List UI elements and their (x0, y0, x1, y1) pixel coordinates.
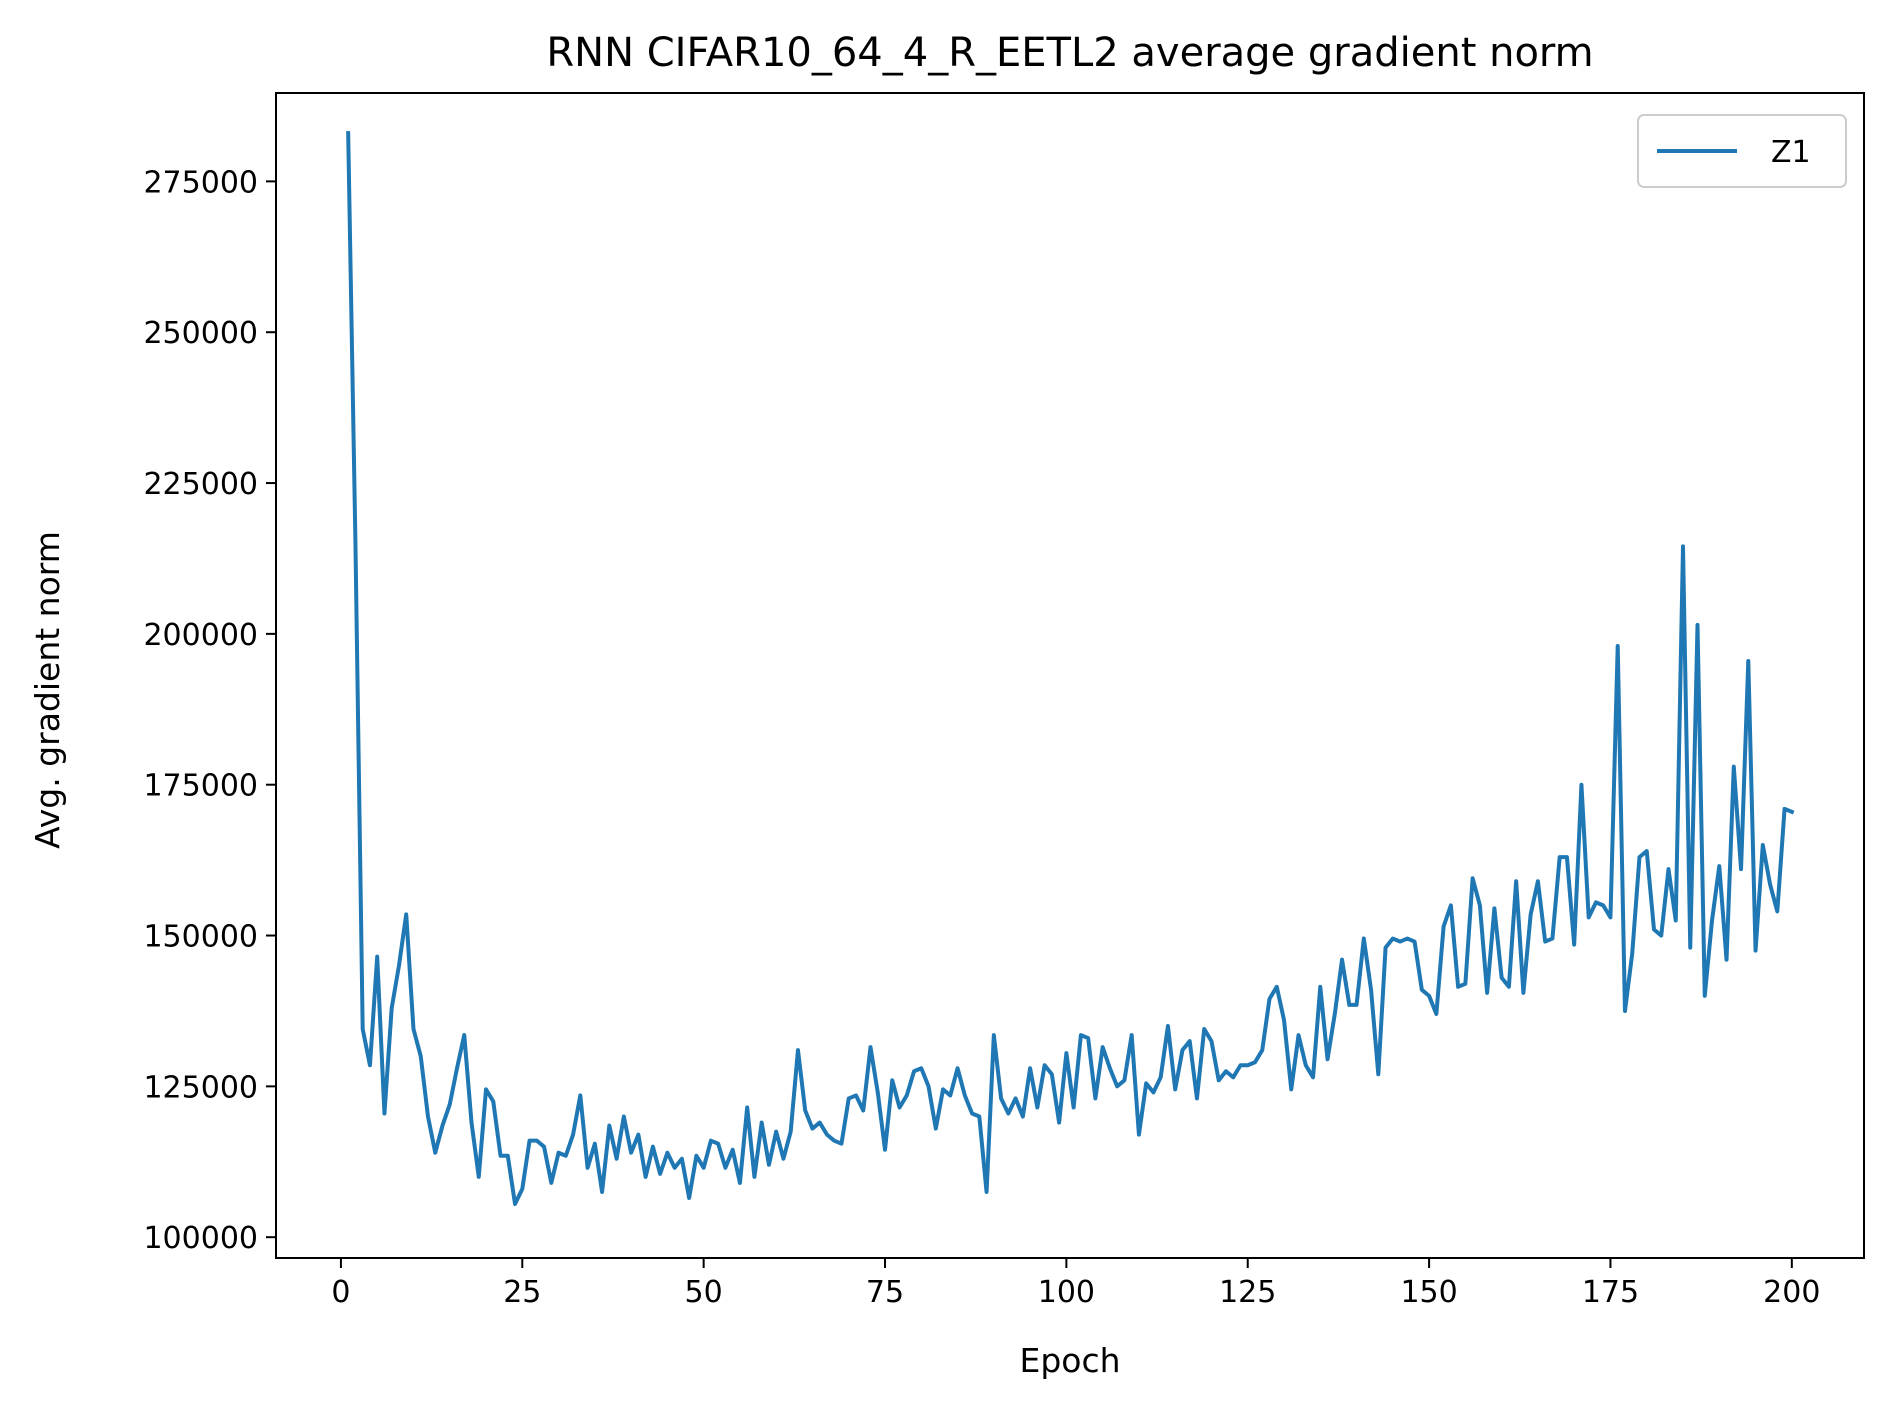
chart-title: RNN CIFAR10_64_4_R_EETL2 average gradien… (546, 30, 1593, 76)
x-tick-label: 100 (1038, 1275, 1095, 1310)
y-tick-label: 125000 (143, 1070, 258, 1105)
x-tick-label: 200 (1763, 1275, 1820, 1310)
legend-box (1637, 114, 1847, 188)
y-tick-label: 175000 (143, 769, 258, 804)
x-tick-label: 50 (685, 1275, 723, 1310)
axes-frame (275, 92, 1865, 1259)
x-tick-label: 150 (1400, 1275, 1457, 1310)
x-tick-label: 25 (503, 1275, 541, 1310)
y-tick-label: 200000 (143, 618, 258, 653)
y-tick-label: 150000 (143, 920, 258, 955)
x-tick-label: 175 (1582, 1275, 1639, 1310)
legend-label-z1: Z1 (1771, 135, 1811, 170)
x-axis-label: Epoch (1019, 1341, 1120, 1380)
x-tick-label: 0 (331, 1275, 350, 1310)
plot-area: 0 25 50 75 100 125 150 175 200 100000 125000 150000… (143, 92, 1865, 1310)
y-tick-label: 100000 (143, 1221, 258, 1256)
series-line-z1 (346, 131, 1795, 1206)
legend: Z1 (1637, 114, 1847, 188)
x-tick-label: 75 (866, 1275, 904, 1310)
y-tick-label: 225000 (143, 467, 258, 502)
y-axis-label: Avg. gradient norm (28, 531, 67, 849)
y-tick-label: 275000 (143, 165, 258, 200)
x-tick-label: 125 (1219, 1275, 1276, 1310)
y-tick-label: 250000 (143, 316, 258, 351)
